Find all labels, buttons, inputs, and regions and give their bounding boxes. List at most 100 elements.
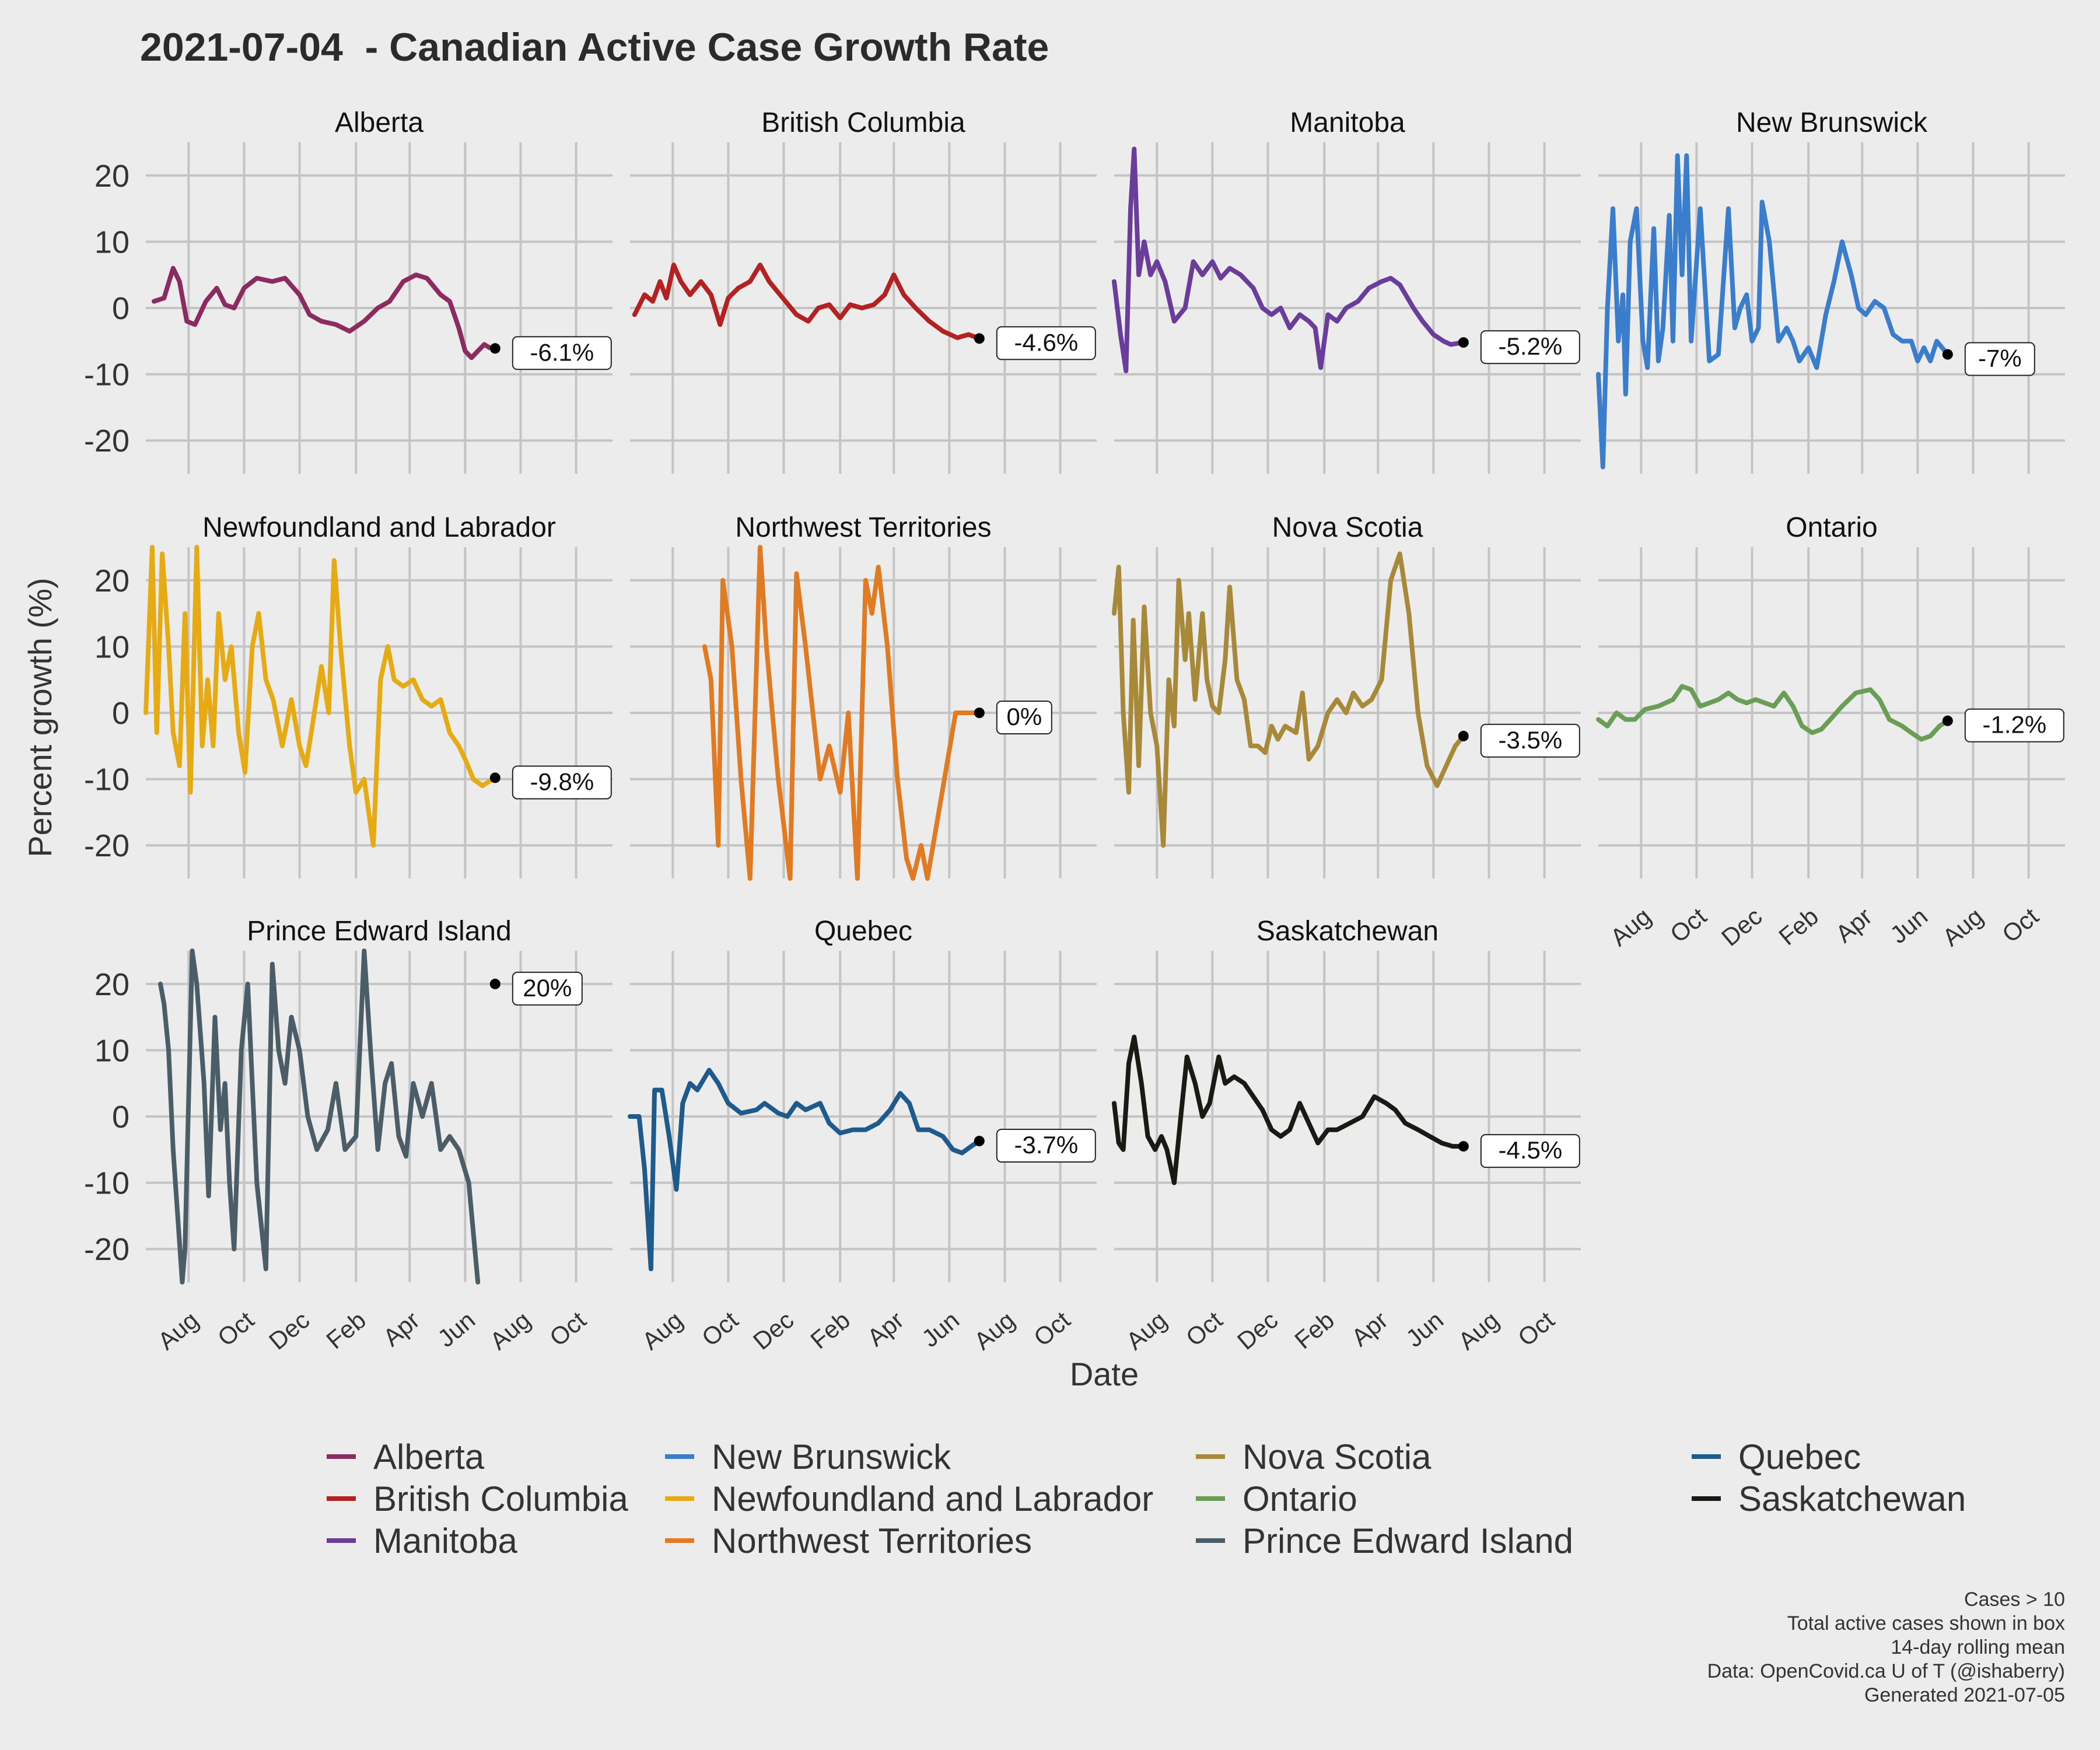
x-tick-label: Apr — [378, 1306, 425, 1352]
caption: Cases > 10 Total active cases shown in b… — [1707, 1588, 2065, 1707]
legend-label: Manitoba — [373, 1521, 517, 1560]
last-value-box — [512, 765, 612, 800]
x-tick-label: Aug — [1605, 902, 1656, 951]
x-tick-label: Dec — [1232, 1306, 1283, 1355]
last-value-box — [1480, 330, 1580, 365]
y-tick-label: -10 — [84, 358, 130, 393]
facet-title: Prince Edward Island — [247, 916, 512, 947]
facet-title: Manitoba — [1290, 107, 1405, 138]
legend-swatch — [1196, 1454, 1225, 1459]
y-tick-label: -20 — [84, 828, 130, 863]
y-tick-label: -10 — [84, 1166, 130, 1201]
x-tick-label: Jun — [432, 1306, 480, 1353]
y-tick-label: -10 — [84, 762, 130, 797]
panel-newfoundland-and-labrador: Newfoundland and Labrador 20 10 0 -10 -20 -9.8… — [84, 512, 612, 878]
y-tick-label: 0 — [112, 291, 130, 326]
series-line — [632, 262, 982, 341]
legend-label: Prince Edward Island — [1242, 1521, 1573, 1560]
x-tick-label: Aug — [637, 1306, 688, 1355]
last-value-label: -4.5% — [1498, 1136, 1562, 1164]
x-tick-label: Aug — [1121, 1306, 1172, 1355]
x-tick-label: Oct — [1181, 1306, 1228, 1352]
y-tick-label: -20 — [84, 1232, 130, 1267]
series-line — [1112, 551, 1466, 848]
y-tick-label: 20 — [94, 967, 130, 1002]
y-tick-label: 0 — [112, 1100, 130, 1135]
last-value-label: -3.5% — [1498, 726, 1562, 754]
legend-label: Alberta — [373, 1437, 485, 1476]
legend-item: Saskatchewan — [1692, 1478, 1966, 1519]
x-tick-label: Jun — [1401, 1306, 1448, 1353]
legend-swatch — [327, 1496, 356, 1501]
last-value-box — [1480, 723, 1580, 758]
x-tick-label: Aug — [1937, 902, 1988, 951]
facet-title: British Columbia — [761, 107, 965, 138]
legend-swatch — [665, 1454, 694, 1459]
x-tick-label: Apr — [1346, 1306, 1393, 1352]
caption-line: Data: OpenCovid.ca U of T (@ishaberry) — [1707, 1660, 2065, 1682]
legend-swatch — [327, 1538, 356, 1543]
last-value-box — [996, 326, 1096, 360]
x-axis-label: Date — [1070, 1356, 1139, 1392]
x-tick-label: Apr — [1831, 902, 1877, 948]
y-tick-label: -20 — [84, 424, 130, 459]
last-value-label: -6.1% — [530, 338, 594, 366]
caption-line: Total active cases shown in box — [1787, 1612, 2065, 1634]
facet-title: Ontario — [1786, 512, 1877, 543]
legend-swatch — [1692, 1496, 1721, 1501]
last-value-box — [996, 701, 1052, 734]
last-value-box — [512, 971, 583, 1006]
legend-swatch — [327, 1454, 356, 1459]
panel-manitoba: Manitoba -5.2% — [1112, 107, 1581, 474]
last-value-box — [1964, 708, 2064, 743]
facet-title: Quebec — [814, 916, 912, 947]
legend-item: Nova Scotia — [1196, 1436, 1432, 1477]
legend-swatch — [1196, 1496, 1225, 1501]
facet-title: Nova Scotia — [1272, 512, 1423, 543]
series-line — [144, 545, 498, 848]
y-tick-label: 10 — [94, 629, 130, 664]
caption-line: Generated 2021-07-05 — [1864, 1684, 2065, 1706]
panel-northwest-territories: Northwest Territories 0% — [630, 512, 1097, 881]
last-value-point — [1942, 349, 1953, 360]
panel-alberta: Alberta 20 10 0 -10 -20 -6.1% — [84, 107, 612, 474]
last-value-point — [974, 333, 985, 344]
facet-title: Newfoundland and Labrador — [202, 512, 556, 543]
series-line — [702, 545, 982, 881]
legend-item: Prince Edward Island — [1196, 1520, 1573, 1561]
last-value-point — [1942, 715, 1953, 726]
last-value-label: -9.8% — [530, 768, 594, 795]
legend-item: Northwest Territories — [665, 1520, 1032, 1561]
facet-title: New Brunswick — [1736, 107, 1928, 138]
series-line — [1112, 146, 1466, 373]
series-line — [628, 1068, 982, 1272]
legend-label: Quebec — [1738, 1437, 1861, 1476]
last-value-label: 0% — [1006, 703, 1042, 730]
last-value-box — [996, 1129, 1096, 1163]
legend-label: Nova Scotia — [1242, 1437, 1432, 1476]
x-tick-label: Feb — [321, 1306, 371, 1354]
last-value-box — [1964, 342, 2035, 376]
last-value-label: -7% — [1978, 345, 2022, 372]
legend-item: British Columbia — [327, 1478, 628, 1519]
panel-new-brunswick: New Brunswick -7% — [1596, 107, 2065, 474]
last-value-point — [489, 772, 501, 783]
legend-label: Ontario — [1242, 1479, 1357, 1518]
panel-nova-scotia: Nova Scotia -3.5% — [1112, 512, 1581, 878]
x-tick-label: Aug — [969, 1306, 1020, 1355]
last-value-label: -5.2% — [1498, 332, 1562, 360]
legend-label: Northwest Territories — [712, 1521, 1032, 1560]
last-value-label: 20% — [523, 974, 572, 1002]
x-tick-label: Oct — [1997, 902, 2044, 948]
y-tick-label: 20 — [94, 159, 130, 194]
x-tick-label: Oct — [1028, 1306, 1076, 1352]
x-tick-label: Apr — [862, 1306, 909, 1352]
x-tick-label: Feb — [1773, 902, 1824, 951]
x-tick-label: Dec — [748, 1306, 799, 1355]
caption-line: Cases > 10 — [1964, 1588, 2065, 1611]
facet-title: Saskatchewan — [1256, 916, 1438, 947]
legend-item: Quebec — [1692, 1436, 1861, 1477]
